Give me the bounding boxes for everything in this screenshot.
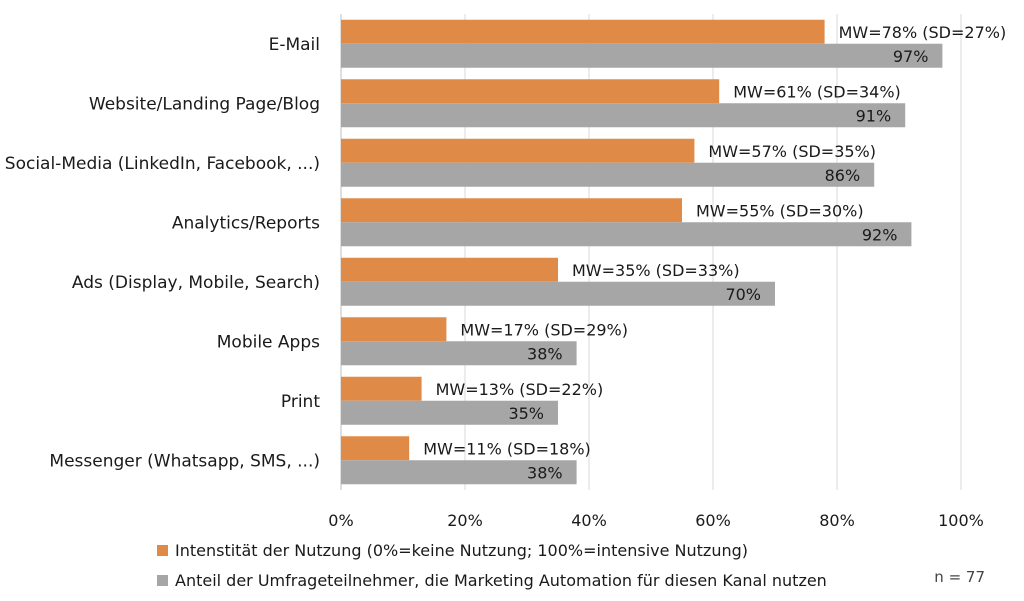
legend-swatch-intensity [157,545,168,556]
category-labels: E-Mail Website/Landing Page/Blog Social-Me… [5,35,321,472]
data-label-intensity: MW=57% (SD=35%) [708,142,876,161]
bar-share [341,341,577,366]
legend: Intenstität der Nutzung (0%=keine Nutzun… [157,541,827,590]
category-label: Analytics/Reports [172,213,320,233]
bar-intensity [341,317,447,342]
x-tick-label: 80% [819,511,855,530]
data-label-share: 70% [725,285,761,304]
data-label-intensity: MW=35% (SD=33%) [572,261,740,280]
category-label: Ads (Display, Mobile, Search) [72,273,320,293]
data-label-intensity: MW=17% (SD=29%) [460,320,628,339]
bar-intensity [341,376,422,401]
x-tick-label: 0% [328,511,353,530]
category-label: Print [281,392,320,412]
x-tick-label: 60% [695,511,731,530]
bar-share [341,400,558,425]
data-label-share: 91% [856,106,892,125]
bar-intensity [341,257,558,282]
bar-share [341,103,906,128]
legend-label-share: Anteil der Umfrageteilnehmer, die Market… [175,571,827,590]
data-label-intensity: MW=11% (SD=18%) [423,439,591,458]
legend-label-intensity: Intenstität der Nutzung (0%=keine Nutzun… [175,541,748,560]
data-label-share: 86% [825,166,861,185]
sample-size-note: n = 77 [934,568,985,586]
bar-intensity [341,138,695,163]
x-tick-labels: 0% 20% 40% 60% 80% 100% [328,511,984,530]
bar-share [341,162,875,187]
data-label-share: 92% [862,225,898,244]
bar-intensity [341,79,720,104]
bar-share [341,460,577,485]
data-label-intensity: MW=55% (SD=30%) [696,201,864,220]
data-label-intensity: MW=61% (SD=34%) [733,82,901,101]
category-label: Social-Media (LinkedIn, Facebook, ...) [5,154,320,174]
bar-intensity [341,19,825,44]
x-tick-label: 40% [571,511,607,530]
category-label: E-Mail [269,35,320,55]
bar-share [341,43,943,68]
data-label-share: 38% [527,463,563,482]
x-tick-label: 100% [938,511,984,530]
data-label-intensity: MW=78% (SD=27%) [839,23,1007,42]
category-label: Website/Landing Page/Blog [89,94,320,114]
bars: MW=78% (SD=27%) 97% MW=61% (SD=34%) 91% MW=5… [341,19,1007,485]
bar-share [341,222,912,247]
legend-swatch-share [157,575,168,586]
x-tick-label: 20% [447,511,483,530]
bar-intensity [341,436,410,461]
data-label-share: 38% [527,344,563,363]
data-label-share: 35% [508,404,544,423]
bar-intensity [341,198,682,223]
category-label: Mobile Apps [217,332,320,352]
data-label-intensity: MW=13% (SD=22%) [436,380,604,399]
bar-share [341,281,775,306]
data-label-share: 97% [893,47,929,66]
category-label: Messenger (Whatsapp, SMS, ...) [49,451,320,471]
